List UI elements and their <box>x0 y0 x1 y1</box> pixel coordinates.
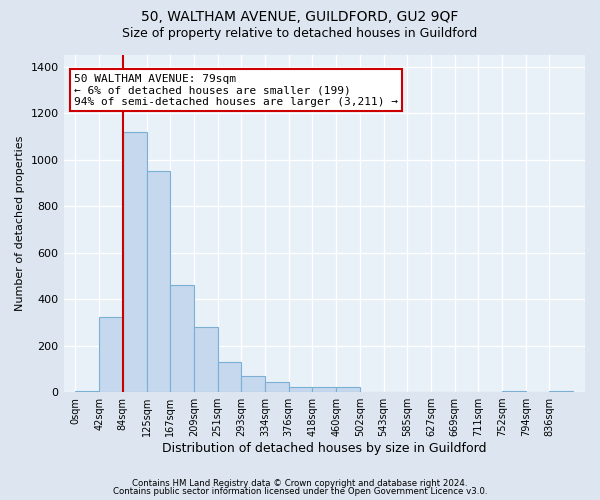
Bar <box>313 388 336 392</box>
Bar <box>289 388 313 392</box>
Text: Size of property relative to detached houses in Guildford: Size of property relative to detached ho… <box>122 28 478 40</box>
Bar <box>194 327 218 392</box>
Bar <box>502 391 526 392</box>
Bar <box>265 382 289 392</box>
Y-axis label: Number of detached properties: Number of detached properties <box>15 136 25 311</box>
Bar <box>550 391 573 392</box>
Bar <box>336 388 360 392</box>
Bar <box>76 391 99 392</box>
Text: 50 WALTHAM AVENUE: 79sqm
← 6% of detached houses are smaller (199)
94% of semi-d: 50 WALTHAM AVENUE: 79sqm ← 6% of detache… <box>74 74 398 106</box>
Text: Contains HM Land Registry data © Crown copyright and database right 2024.: Contains HM Land Registry data © Crown c… <box>132 478 468 488</box>
Bar <box>241 376 265 392</box>
Text: 50, WALTHAM AVENUE, GUILDFORD, GU2 9QF: 50, WALTHAM AVENUE, GUILDFORD, GU2 9QF <box>142 10 458 24</box>
Bar <box>99 316 123 392</box>
Bar <box>146 171 170 392</box>
Bar <box>170 285 194 392</box>
Bar <box>123 132 146 392</box>
Bar <box>218 362 241 392</box>
X-axis label: Distribution of detached houses by size in Guildford: Distribution of detached houses by size … <box>162 442 487 455</box>
Text: Contains public sector information licensed under the Open Government Licence v3: Contains public sector information licen… <box>113 487 487 496</box>
